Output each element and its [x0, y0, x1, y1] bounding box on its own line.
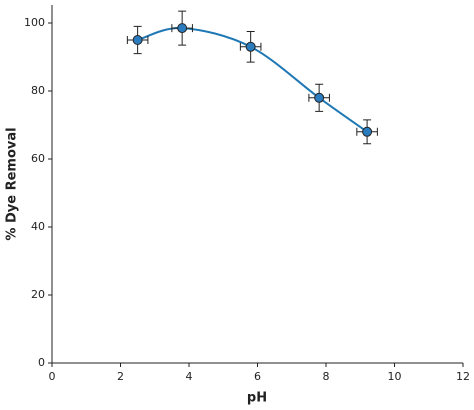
point — [245, 41, 256, 52]
y-tick-label: 60 — [31, 152, 45, 165]
y-tick-label: 40 — [31, 220, 45, 233]
x-tick-label: 0 — [49, 370, 56, 383]
y-tick-label: 80 — [31, 84, 45, 97]
point — [314, 92, 325, 103]
x-tick-label: 10 — [388, 370, 402, 383]
y-tick-label: 100 — [24, 16, 45, 29]
point — [132, 35, 143, 45]
x-tick-label: 4 — [186, 370, 193, 383]
x-axis-label: pH — [247, 391, 267, 406]
point — [177, 23, 188, 34]
x-tick-label: 8 — [323, 370, 330, 383]
y-tick-label: 0 — [38, 356, 45, 369]
x-tick-label: 6 — [254, 370, 261, 383]
x-tick-label: 2 — [117, 370, 124, 383]
point — [362, 126, 373, 137]
y-axis-label: % Dye Removal — [5, 127, 20, 240]
y-tick-label: 20 — [31, 288, 45, 301]
x-tick-label: 12 — [456, 370, 470, 383]
